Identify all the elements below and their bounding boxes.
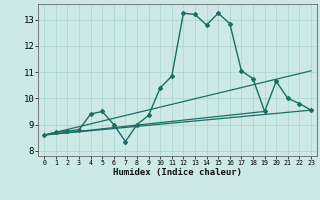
X-axis label: Humidex (Indice chaleur): Humidex (Indice chaleur) [113,168,242,177]
